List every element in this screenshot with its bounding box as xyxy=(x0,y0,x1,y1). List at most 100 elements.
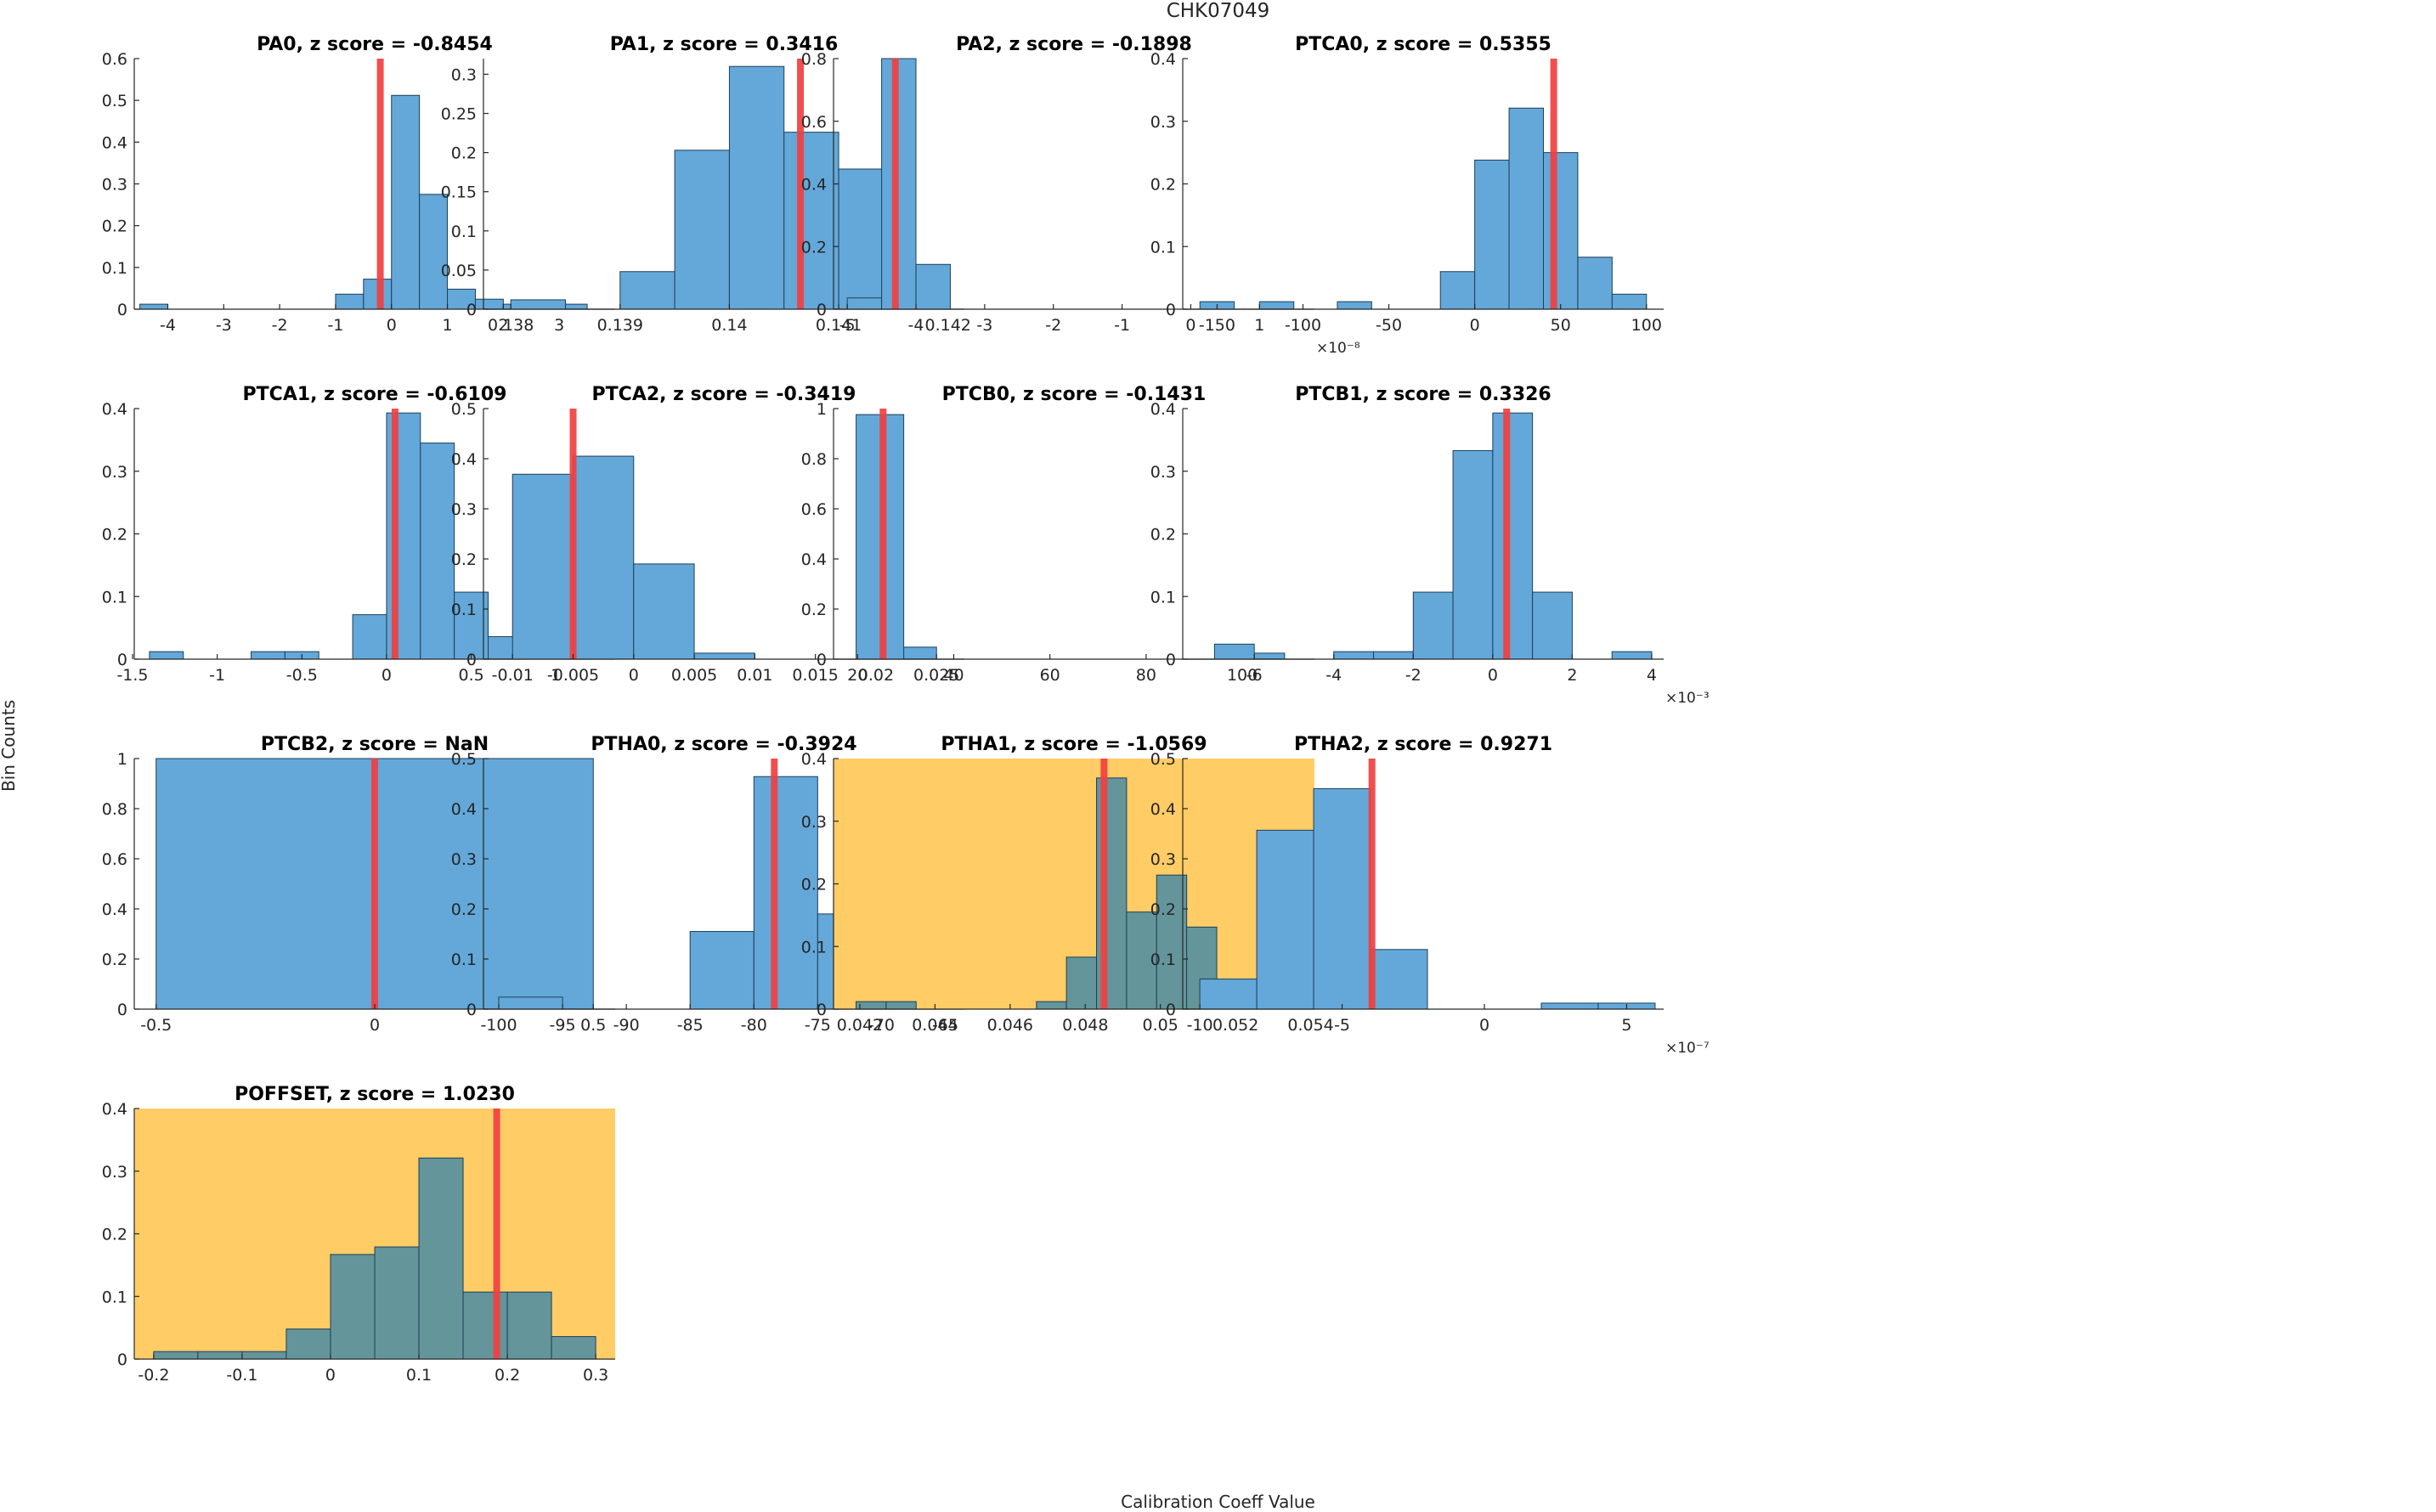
histogram-7: 0 0.2 0.4 0.6 0.8 1 20 40 60 80 100 PTCB0, z score … xyxy=(801,384,1314,685)
y-tick-label: 0 xyxy=(1166,651,1176,669)
y-tick-label: 0 xyxy=(817,301,827,319)
histogram-bar xyxy=(352,614,387,660)
y-tick-label: 0.3 xyxy=(451,850,477,869)
y-tick-label: 0 xyxy=(817,1001,827,1019)
x-tick-label: -0.5 xyxy=(286,666,318,685)
y-tick-label: 0.6 xyxy=(102,50,127,69)
y-tick-label: 0.4 xyxy=(801,550,827,569)
y-tick-label: 0.2 xyxy=(102,951,127,969)
x-tick-label: -2 xyxy=(1045,316,1061,335)
x-tick-label: 0.01 xyxy=(737,666,772,685)
x-tick-label: -0.01 xyxy=(492,666,534,685)
x-tick-label: -100 xyxy=(480,1016,517,1035)
y-tick-label: 0.5 xyxy=(451,400,477,419)
x-tick-label: 0 xyxy=(1470,316,1480,335)
y-tick-label: 0 xyxy=(117,301,127,319)
x-tick-label: 0.048 xyxy=(1062,1016,1108,1035)
y-tick-label: 0 xyxy=(466,301,477,319)
histogram-bar xyxy=(1543,152,1579,310)
histogram-bar xyxy=(1313,787,1371,1010)
histogram-bar xyxy=(474,298,504,310)
histogram-bar xyxy=(1156,874,1188,1010)
x-tick-label: -95 xyxy=(550,1016,576,1035)
y-tick-label: 0.6 xyxy=(801,113,827,132)
histogram-bar xyxy=(1508,107,1544,310)
histogram-bar xyxy=(856,1001,887,1010)
histogram-bar xyxy=(915,263,951,310)
histogram-bar xyxy=(881,58,917,310)
histogram-bar xyxy=(1333,651,1375,660)
histogram-bar xyxy=(1337,301,1372,310)
histogram-bar xyxy=(1540,1002,1599,1010)
y-tick-label: 0.1 xyxy=(1150,588,1176,606)
y-tick-label: 0.4 xyxy=(451,800,477,819)
x-tick-label: 0.139 xyxy=(597,316,643,335)
x-tick-label: 4 xyxy=(1647,666,1657,685)
y-tick-label: 0.8 xyxy=(801,50,827,69)
x-tick-label: 60 xyxy=(1040,666,1060,685)
y-tick-label: 0.1 xyxy=(102,1288,127,1306)
x-tick-label: 0.042 xyxy=(837,1016,883,1035)
y-tick-label: 0.4 xyxy=(801,750,827,769)
x-tick-label: 0.044 xyxy=(912,1016,958,1035)
x-tick-label: 40 xyxy=(943,666,964,685)
x-tick-label: 0.14 xyxy=(711,316,747,335)
x-tick-label: 0 xyxy=(387,316,397,335)
y-tick-label: 0.4 xyxy=(102,900,127,919)
x-tick-label: 0.5 xyxy=(458,666,483,685)
y-tick-label: 0 xyxy=(1166,1001,1176,1019)
x-exponent-label: ×10⁻⁷ xyxy=(1665,1040,1710,1057)
histogram-11: 0 0.1 0.2 0.3 0.4 0.042 0.044 0.046 0.048 0.05 0.0… xyxy=(801,734,1334,1035)
x-tick-label: 0.005 xyxy=(671,666,717,685)
y-tick-label: 0.2 xyxy=(451,900,477,919)
x-tick-label: 0.3 xyxy=(583,1366,608,1385)
y-tick-label: 0.2 xyxy=(102,1226,127,1244)
y-tick-label: 0.2 xyxy=(1150,526,1176,544)
y-tick-label: 0.4 xyxy=(801,176,827,195)
histogram-bar xyxy=(1065,956,1098,1010)
x-tick-label: -65 xyxy=(932,1016,958,1035)
y-tick-label: 0.3 xyxy=(451,65,477,84)
y-tick-label: 0 xyxy=(817,651,827,669)
histogram-12: 0 0.1 0.2 0.3 0.4 0.5 -10 -5 0 5 ×10⁻⁷ PTHA2, z sco… xyxy=(1150,734,1710,1057)
histogram-bar xyxy=(846,297,883,310)
subplot-title: PTCA1, z score = -0.6109 xyxy=(243,384,507,405)
histogram-bar xyxy=(783,132,839,310)
x-tick-label: 0.015 xyxy=(792,666,838,685)
histogram-bar xyxy=(285,1329,331,1360)
x-tick-label: -1 xyxy=(1114,316,1130,335)
x-tick-label: -0.1 xyxy=(226,1366,257,1385)
figure-title: CHK07049 xyxy=(1166,0,1270,22)
x-tick-label: 0 xyxy=(382,666,392,685)
y-tick-label: 0.1 xyxy=(102,588,127,606)
x-tick-label: 100 xyxy=(1631,316,1662,335)
y-tick-label: 0.2 xyxy=(451,550,477,569)
x-tick-label: 3 xyxy=(554,316,564,335)
histogram-bar xyxy=(728,65,785,310)
x-tick-label: 0.02 xyxy=(858,666,894,685)
x-tick-label: -1 xyxy=(209,666,225,685)
x-tick-label: -6 xyxy=(1246,666,1263,685)
y-tick-label: 0.8 xyxy=(102,800,127,819)
histogram-bar xyxy=(251,651,285,660)
y-tick-label: 0.2 xyxy=(451,144,477,163)
x-tick-label: 50 xyxy=(1551,316,1571,335)
histogram-bar xyxy=(633,563,695,660)
y-tick-label: 0.2 xyxy=(1150,176,1176,195)
histogram-bar xyxy=(197,1351,243,1360)
y-tick-label: 0.4 xyxy=(102,1100,127,1119)
subplot-title: PA1, z score = 0.3416 xyxy=(610,34,839,55)
x-tick-label: 1 xyxy=(551,666,561,685)
x-tick-label: 0 xyxy=(325,1366,336,1385)
histogram-bar xyxy=(1199,979,1258,1010)
y-tick-label: 0.2 xyxy=(801,238,827,257)
x-tick-label: 0.5 xyxy=(580,1016,606,1035)
y-tick-label: 1 xyxy=(117,750,127,769)
y-tick-label: 0.15 xyxy=(441,183,477,202)
y-tick-label: 0.1 xyxy=(801,938,827,956)
histogram-bar xyxy=(330,1254,376,1360)
x-exponent-label: ×10⁻³ xyxy=(1665,690,1710,707)
histogram-bar xyxy=(512,473,574,660)
